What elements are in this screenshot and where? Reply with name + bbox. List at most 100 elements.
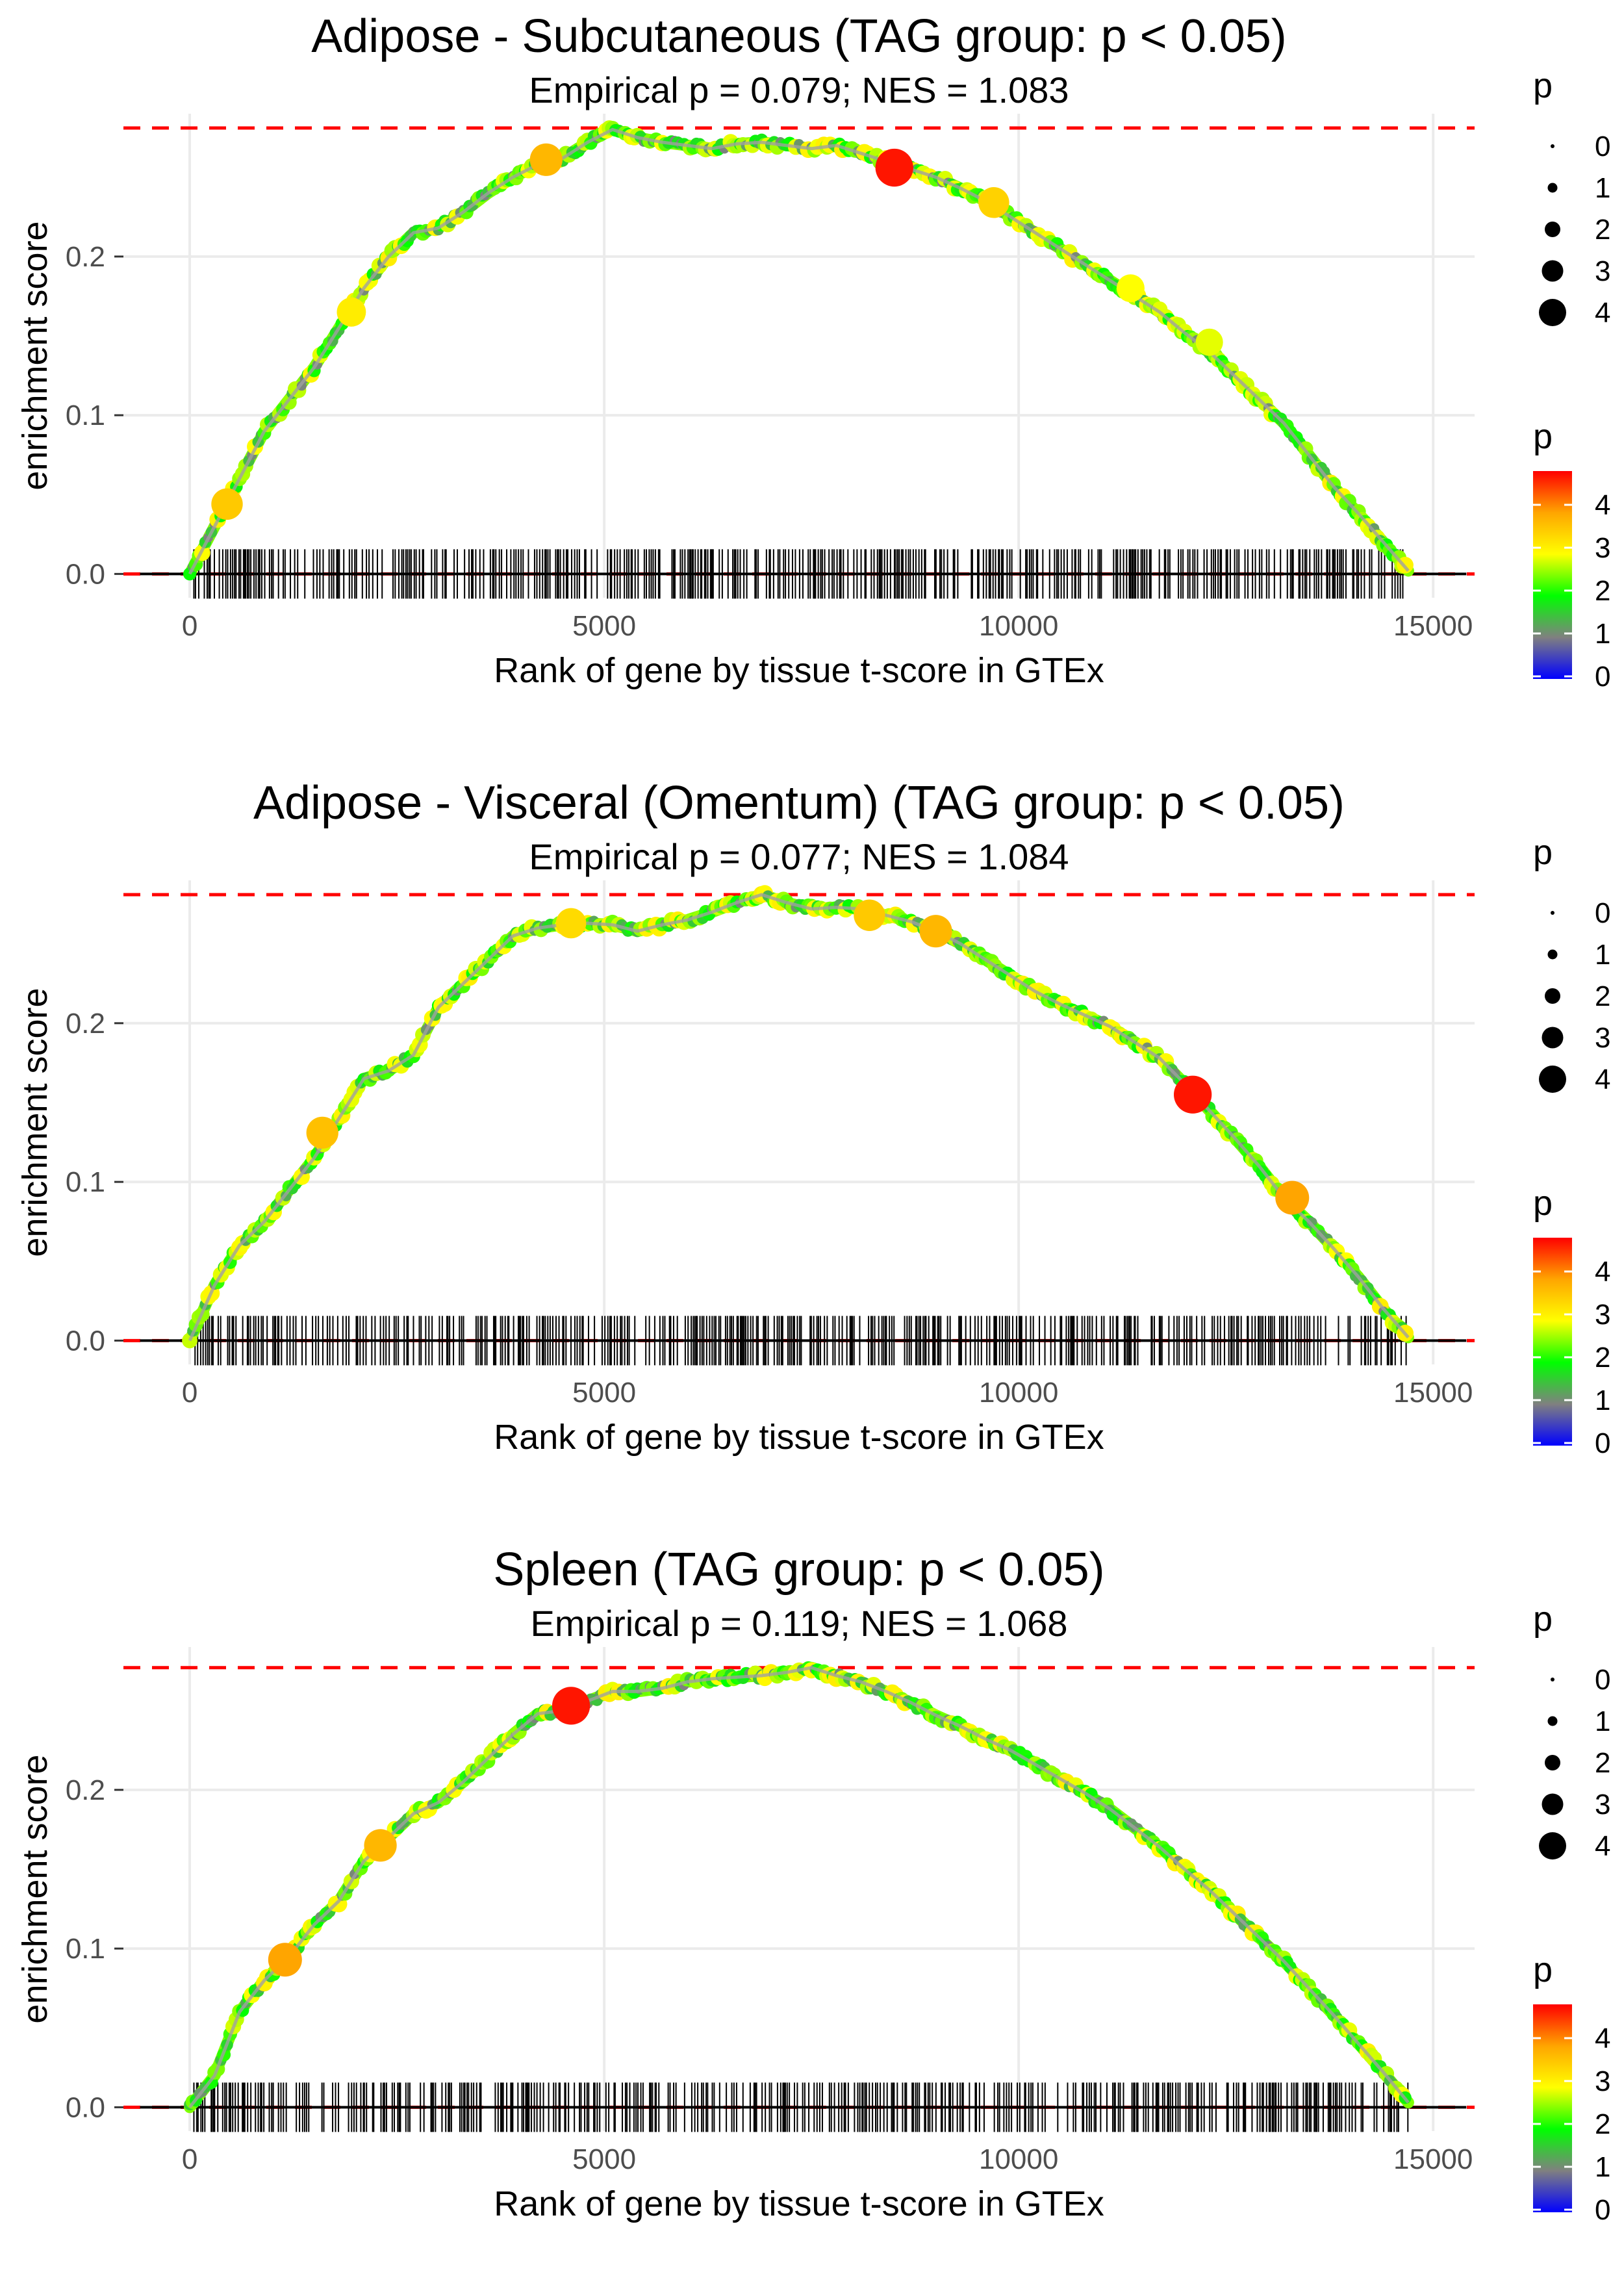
size-legend-label: 1 <box>1595 939 1610 971</box>
size-legend-dot <box>1547 949 1558 960</box>
chart-panel-3: Spleen (TAG group: p < 0.05) Empirical p … <box>16 1544 1610 2226</box>
colour-bar <box>1533 1238 1572 1446</box>
colour-bar <box>1533 471 1572 679</box>
size-legend-dot <box>1547 183 1558 193</box>
size-legend-dot <box>1542 1027 1564 1049</box>
chart-title: Adipose - Visceral (Omentum) (TAG group:… <box>253 777 1345 829</box>
colour-legend-label: 1 <box>1595 1385 1610 1416</box>
colour-legend-label: 3 <box>1595 532 1610 564</box>
size-legend-dot <box>1547 1716 1558 1726</box>
x-tick-label: 0 <box>182 610 197 642</box>
x-tick-label: 10000 <box>979 610 1058 642</box>
y-tick-label: 0.1 <box>66 1166 105 1198</box>
chart-subtitle: Empirical p = 0.077; NES = 1.084 <box>529 836 1069 877</box>
highlight-point <box>978 187 1009 218</box>
chart-title: Adipose - Subcutaneous (TAG group: p < 0… <box>311 10 1287 62</box>
x-tick-label: 10000 <box>979 2143 1058 2175</box>
colour-legend-title: p <box>1533 1184 1553 1223</box>
curve-line <box>188 893 1410 1342</box>
colour-legend-label: 4 <box>1595 2023 1610 2054</box>
size-legend-label: 1 <box>1595 172 1610 204</box>
size-legend-label: 4 <box>1595 1830 1610 1862</box>
size-legend-label: 4 <box>1595 1064 1610 1095</box>
colour-legend-label: 1 <box>1595 2151 1610 2183</box>
colour-legend-label: 4 <box>1595 489 1610 521</box>
y-tick-label: 0.1 <box>66 1933 105 1965</box>
colour-legend-label: 3 <box>1595 1299 1610 1331</box>
size-legend-label: 2 <box>1595 980 1610 1012</box>
size-legend-dot <box>1545 222 1560 237</box>
size-legend-label: 0 <box>1595 897 1610 929</box>
chart-subtitle: Empirical p = 0.079; NES = 1.083 <box>529 70 1069 110</box>
x-tick-label: 5000 <box>572 2143 636 2175</box>
x-axis-label: Rank of gene by tissue t-score in GTEx <box>494 1418 1104 1457</box>
curve-band <box>184 123 1414 580</box>
colour-legend-title: p <box>1533 1950 1553 1989</box>
highlight-point <box>1195 328 1223 356</box>
y-axis-label: enrichment score <box>16 1754 55 2023</box>
y-tick-label: 0.1 <box>66 400 105 431</box>
size-legend-dot <box>1551 144 1554 148</box>
colour-legend-label: 2 <box>1595 2108 1610 2140</box>
size-legend-dot <box>1542 260 1564 282</box>
size-legend-dot <box>1539 1832 1566 1859</box>
highlight-point <box>1173 1075 1212 1114</box>
highlight-point <box>875 148 913 187</box>
highlight-point <box>854 899 885 931</box>
size-legend-dot <box>1551 1678 1554 1681</box>
colour-bar <box>1533 2004 1572 2212</box>
highlight-point <box>364 1829 397 1862</box>
highlight-point <box>306 1116 338 1149</box>
chart-panel-1: Adipose - Subcutaneous (TAG group: p < 0… <box>16 10 1610 693</box>
x-tick-label: 15000 <box>1393 610 1473 642</box>
highlight-point <box>552 1687 590 1725</box>
x-tick-label: 15000 <box>1393 1377 1473 1409</box>
size-legend-dot <box>1539 1066 1566 1093</box>
size-legend-label: 0 <box>1595 1664 1610 1696</box>
curve-band <box>184 888 1414 1347</box>
size-legend-label: 1 <box>1595 1706 1610 1737</box>
curve-line <box>188 127 1410 575</box>
highlight-point <box>268 1943 302 1977</box>
enrichment-curve <box>183 120 1414 581</box>
size-legend-dot <box>1542 1793 1564 1815</box>
highlight-point <box>336 297 366 327</box>
colour-legend-title: p <box>1533 417 1553 456</box>
highlight-point <box>211 488 243 520</box>
colour-legend-label: 1 <box>1595 618 1610 650</box>
x-axis-label: Rank of gene by tissue t-score in GTEx <box>494 2184 1104 2223</box>
size-legend-title: p <box>1533 1600 1553 1639</box>
highlight-point <box>555 908 587 939</box>
size-legend-dot <box>1551 911 1554 915</box>
enrichment-curve <box>182 885 1414 1349</box>
size-legend-dot <box>1545 1755 1560 1770</box>
size-legend-label: 4 <box>1595 297 1610 329</box>
chart-subtitle: Empirical p = 0.119; NES = 1.068 <box>531 1603 1068 1644</box>
y-tick-label: 0.0 <box>66 2091 105 2123</box>
size-legend-dot <box>1539 299 1566 326</box>
gridlines <box>123 1647 1475 2131</box>
highlight-point <box>1275 1181 1310 1215</box>
y-tick-label: 0.2 <box>66 241 105 273</box>
y-axis-label: enrichment score <box>16 988 55 1257</box>
y-tick-label: 0.0 <box>66 1325 105 1357</box>
size-legend-label: 2 <box>1595 214 1610 246</box>
x-tick-label: 5000 <box>572 1377 636 1409</box>
highlight-point <box>919 915 952 948</box>
y-tick-label: 0.0 <box>66 558 105 590</box>
highlight-point <box>529 143 563 176</box>
y-tick-label: 0.2 <box>66 1774 105 1806</box>
colour-legend-label: 0 <box>1595 1427 1610 1459</box>
x-tick-label: 0 <box>182 1377 197 1409</box>
size-legend-title: p <box>1533 833 1553 872</box>
y-axis-label: enrichment score <box>16 221 55 490</box>
y-tick-label: 0.2 <box>66 1008 105 1040</box>
chart-panel-2: Adipose - Visceral (Omentum) (TAG group:… <box>16 777 1610 1459</box>
size-legend-dot <box>1545 988 1560 1004</box>
size-legend-label: 3 <box>1595 1789 1610 1820</box>
colour-legend-label: 0 <box>1595 2194 1610 2226</box>
size-legend-label: 3 <box>1595 1022 1610 1054</box>
size-legend-label: 2 <box>1595 1747 1610 1779</box>
curve-band <box>184 1661 1414 2114</box>
